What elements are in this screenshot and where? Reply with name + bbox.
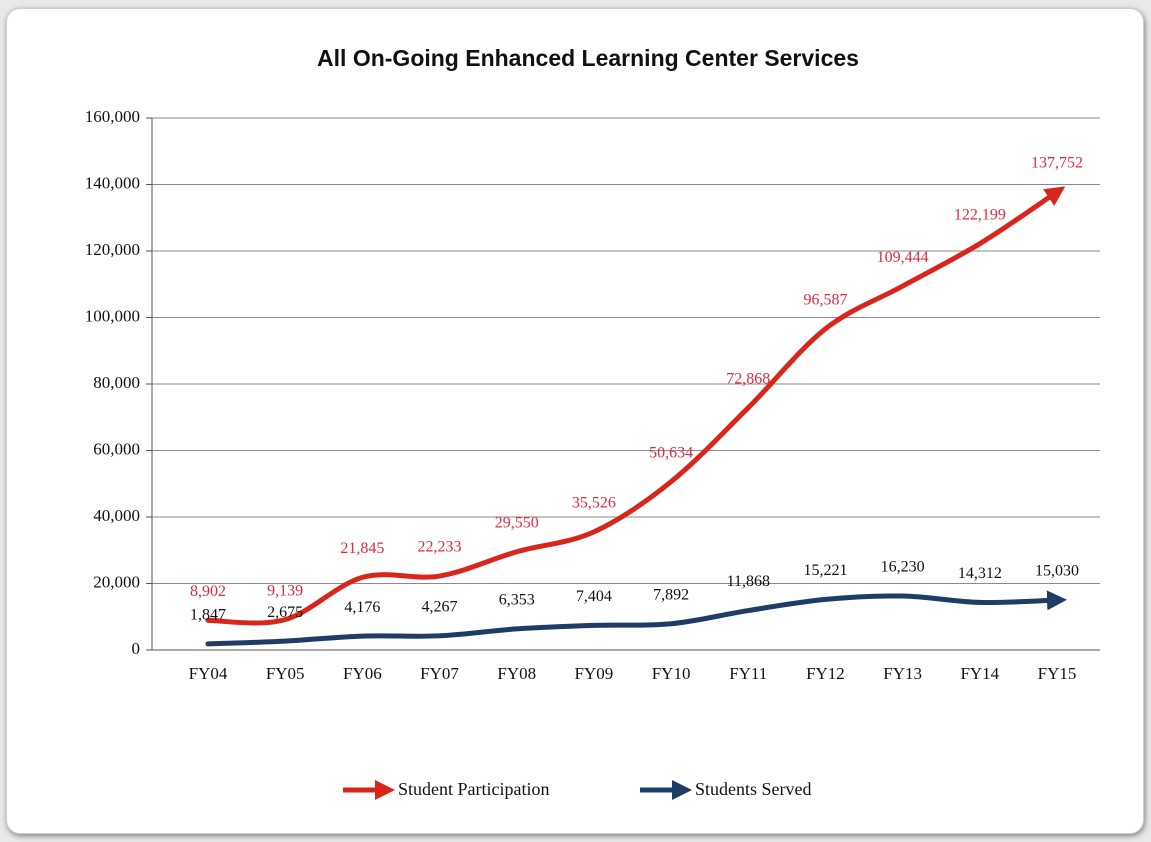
data-label: 96,587	[803, 292, 847, 309]
legend-label: Students Served	[695, 779, 812, 799]
y-tick-label: 160,000	[85, 107, 140, 126]
x-tick-label: FY05	[266, 664, 305, 683]
data-label: 9,139	[267, 582, 303, 599]
x-tick-label: FY04	[189, 664, 228, 683]
x-tick-label: FY08	[497, 664, 536, 683]
x-tick-label: FY12	[806, 664, 845, 683]
y-tick-label: 20,000	[93, 572, 140, 591]
chart-card	[6, 8, 1144, 834]
y-tick-label: 0	[132, 639, 141, 658]
x-tick-label: FY07	[420, 664, 459, 683]
x-tick-label: FY09	[575, 664, 614, 683]
data-label: 72,868	[726, 370, 770, 387]
data-label: 1,847	[190, 607, 226, 624]
data-label: 7,404	[576, 588, 612, 605]
data-label: 6,353	[499, 592, 535, 609]
y-tick-label: 140,000	[85, 173, 140, 192]
chart-title: All On-Going Enhanced Learning Center Se…	[317, 45, 859, 71]
data-label: 137,752	[1031, 155, 1083, 172]
x-tick-label: FY14	[960, 664, 999, 683]
data-label: 29,550	[495, 514, 539, 531]
data-label: 11,868	[727, 573, 770, 590]
data-label: 15,221	[803, 562, 847, 579]
data-label: 15,030	[1035, 563, 1079, 580]
data-label: 109,444	[877, 249, 929, 266]
series-line	[205, 186, 1066, 626]
y-tick-label: 120,000	[85, 240, 140, 259]
data-label: 2,675	[267, 604, 303, 621]
data-label: 16,230	[881, 559, 925, 576]
x-tick-label: FY15	[1038, 664, 1077, 683]
x-tick-label: FY11	[729, 664, 767, 683]
x-tick-label: FY13	[883, 664, 922, 683]
data-label: 7,892	[653, 586, 689, 603]
y-tick-label: 80,000	[93, 373, 140, 392]
x-tick-label: FY06	[343, 664, 382, 683]
legend-label: Student Participation	[398, 779, 549, 799]
data-label: 21,845	[340, 540, 384, 557]
data-label: 4,267	[422, 598, 458, 615]
data-label: 50,634	[649, 444, 693, 461]
series-line	[205, 590, 1067, 647]
data-label: 14,312	[958, 565, 1002, 582]
y-tick-label: 40,000	[93, 506, 140, 525]
data-label: 122,199	[954, 206, 1006, 223]
x-tick-label: FY10	[652, 664, 691, 683]
y-tick-label: 100,000	[85, 306, 140, 325]
data-label: 4,176	[344, 599, 380, 616]
data-label: 35,526	[572, 495, 616, 512]
data-label: 22,233	[418, 539, 462, 556]
data-label: 8,902	[190, 583, 226, 600]
y-tick-label: 60,000	[93, 439, 140, 458]
